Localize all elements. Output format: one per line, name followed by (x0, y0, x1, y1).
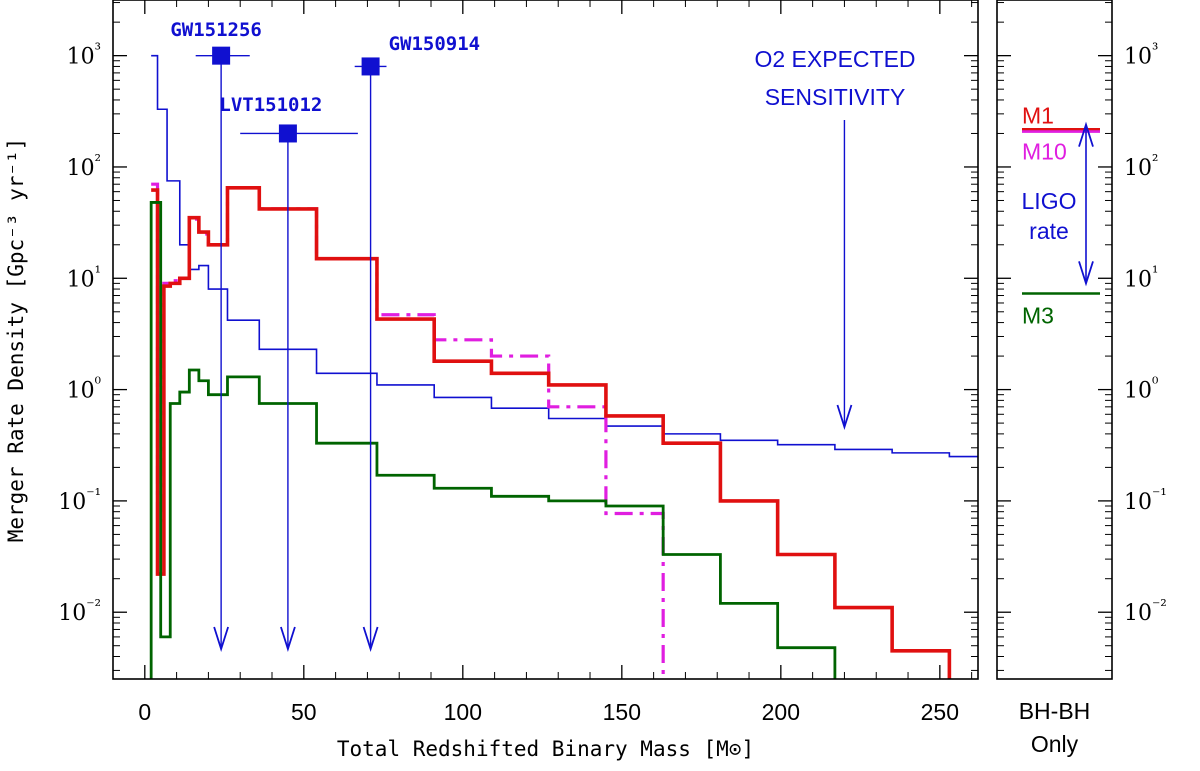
event-marker-lvt151012 (278, 124, 297, 143)
sensitivity-arrowhead (836, 404, 853, 430)
y-tick-label: 10⁻¹ (58, 485, 101, 515)
side-y-tick-label: 10² (1124, 151, 1158, 181)
x-tick-label: 0 (138, 699, 151, 725)
series-m3 (149, 201, 837, 679)
event-label-gw151256: GW151256 (170, 19, 262, 41)
side-y-tick-label: 10¹ (1124, 262, 1158, 292)
y-axis-title: Merger Rate Density [Gpc⁻³ yr⁻¹] (4, 138, 28, 543)
main-frame (112, 0, 979, 680)
series-m1 (151, 185, 952, 679)
side-y-tick-label: 10³ (1124, 40, 1158, 70)
event-marker-gw151256 (212, 46, 231, 65)
level-label-m3: M3 (1022, 302, 1054, 328)
plot-area (149, 46, 978, 679)
y-tick-label: 10⁰ (67, 374, 101, 404)
event-arrowhead-gw150914 (362, 626, 379, 652)
y-tick-label: 10³ (67, 40, 101, 70)
side-x-label-line1: BH-BH (1019, 698, 1091, 724)
ligo-rate-label-line1: LIGO (1022, 188, 1077, 214)
y-tick-label: 10¹ (67, 262, 101, 292)
event-label-lvt151012: LVT151012 (219, 94, 322, 116)
event-marker-gw150914 (361, 57, 380, 76)
event-arrowhead-gw151256 (213, 626, 229, 652)
event-label-gw150914: GW150914 (389, 33, 481, 55)
y-tick-label: 10⁻² (58, 596, 101, 626)
main-panel: GW151256 LVT151012 GW150914 O2 EXPECTED SENS… (4, 0, 979, 761)
ligo-rate-arrowhead-up (1078, 121, 1094, 147)
level-label-m1: M1 (1022, 102, 1054, 128)
sensitivity-label-line2: SENSITIVITY (765, 84, 906, 110)
x-tick-label: 50 (291, 699, 317, 725)
bbh-panel: 10⁻² 10⁻¹ 10⁰ 10¹ 10² 10³ M1 M10 M3 LIGO rate BH-BH… (996, 0, 1167, 757)
ligo-rate-arrowhead-down (1078, 261, 1094, 287)
side-y-tick-label: 10⁻² (1124, 596, 1167, 626)
x-tick-label: 150 (603, 699, 641, 725)
side-y-tick-label: 10⁰ (1124, 374, 1158, 404)
x-tick-label: 250 (921, 699, 959, 725)
x-tick-label: 100 (444, 699, 482, 725)
side-frame (996, 0, 1113, 680)
event-arrowhead-lvt151012 (280, 626, 296, 652)
x-axis-title: Total Redshifted Binary Mass [M⊙] (337, 737, 754, 761)
series-m10 (151, 182, 665, 679)
y-tick-label: 10² (67, 151, 101, 181)
level-label-m10: M10 (1022, 139, 1067, 165)
side-x-label-line2: Only (1031, 731, 1079, 757)
ligo-rate-label-line2: rate (1029, 218, 1069, 244)
x-tick-label: 200 (762, 699, 800, 725)
side-y-tick-label: 10⁻¹ (1124, 485, 1167, 515)
sensitivity-label-line1: O2 EXPECTED (754, 46, 915, 72)
